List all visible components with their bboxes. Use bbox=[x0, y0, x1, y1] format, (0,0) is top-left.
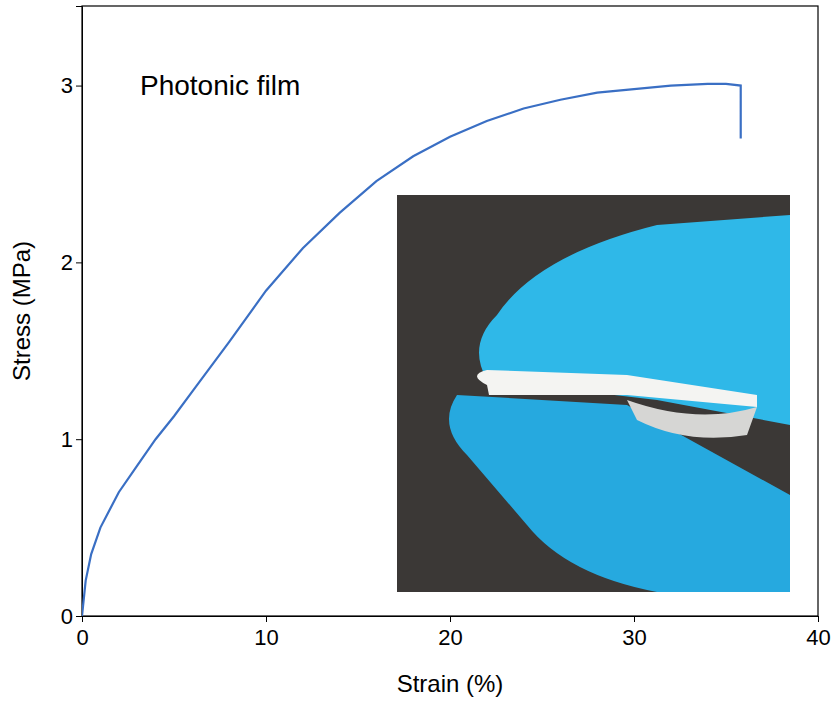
x-tick-label: 40 bbox=[806, 625, 830, 650]
plot-frame bbox=[82, 6, 818, 616]
marks bbox=[82, 84, 741, 616]
x-tick-label: 10 bbox=[254, 625, 278, 650]
x-axis-title: Strain (%) bbox=[397, 670, 504, 697]
y-axis-line bbox=[76, 7, 83, 617]
inset-photo bbox=[397, 195, 790, 592]
film-shadow bbox=[627, 400, 757, 438]
x-tick-mark bbox=[266, 616, 267, 622]
x-tick-label: 30 bbox=[622, 625, 646, 650]
y-tick-label: 0 bbox=[61, 604, 73, 629]
annotation: Photonic film bbox=[140, 70, 300, 101]
y-tick-mark bbox=[76, 86, 82, 87]
x-tick: 30 bbox=[622, 616, 646, 650]
y-axis: 0 1 2 3 bbox=[61, 7, 83, 629]
x-tick-label: 0 bbox=[76, 625, 88, 650]
stress-strain-curve bbox=[82, 84, 741, 616]
x-tick-mark bbox=[818, 616, 819, 622]
x-tick: 20 bbox=[438, 616, 462, 650]
x-tick-label: 20 bbox=[438, 625, 462, 650]
y-tick: 2 bbox=[61, 250, 82, 275]
y-axis-title: Stress (MPa) bbox=[8, 241, 35, 381]
x-tick: 10 bbox=[254, 616, 278, 650]
y-tick-label: 2 bbox=[61, 250, 73, 275]
y-tick: 1 bbox=[61, 427, 82, 452]
x-axis-line bbox=[83, 617, 819, 623]
x-axis: 0 10 20 30 40 bbox=[76, 616, 830, 650]
y-tick-mark bbox=[76, 616, 82, 617]
photo-background bbox=[397, 195, 790, 592]
y-tick-label: 3 bbox=[61, 73, 73, 98]
glove-lower bbox=[449, 395, 790, 592]
plot: 0 10 20 30 40 0 1 2 3 Photonic film bbox=[61, 6, 831, 650]
x-tick: 0 bbox=[76, 616, 88, 650]
y-tick-mark bbox=[76, 262, 82, 263]
y-tick: 3 bbox=[61, 73, 82, 98]
x-tick-mark bbox=[450, 616, 451, 622]
chart: 0 10 20 30 40 0 1 2 3 Photonic film Strain (%) Stre… bbox=[0, 0, 838, 704]
y-tick: 0 bbox=[61, 604, 82, 629]
y-tick-label: 1 bbox=[61, 427, 73, 452]
x-tick-mark bbox=[634, 616, 635, 622]
y-tick-mark bbox=[76, 439, 82, 440]
film bbox=[477, 370, 757, 407]
x-tick: 40 bbox=[806, 616, 830, 650]
